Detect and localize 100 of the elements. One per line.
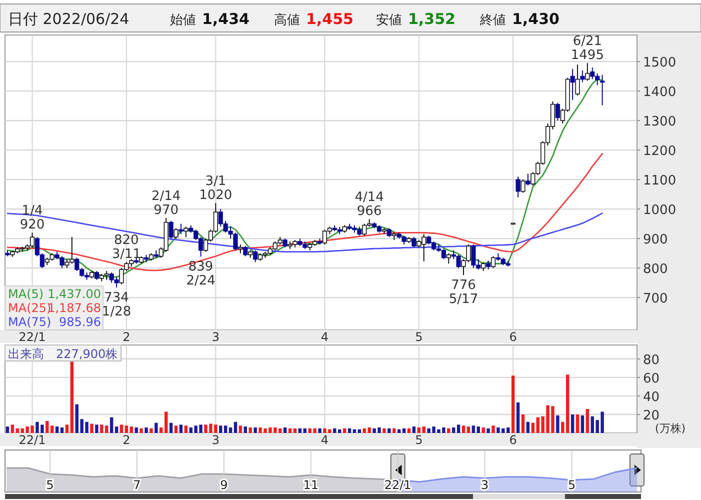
- bar: [95, 424, 98, 433]
- bar: [476, 426, 480, 433]
- bar: [566, 374, 570, 433]
- bar: [576, 414, 580, 433]
- x-tick-label: 5: [415, 433, 423, 447]
- bar: [586, 408, 590, 433]
- annotation: 4/14 966: [354, 190, 384, 220]
- text: 終値: [479, 13, 506, 28]
- bar: [110, 417, 114, 433]
- x-tick-label: 2: [122, 330, 130, 344]
- bar: [342, 428, 346, 433]
- bar: [402, 428, 406, 433]
- x-tick-label: 22/1: [384, 478, 412, 492]
- x-tick-label: 9: [220, 478, 228, 492]
- annotation: 985.96: [59, 315, 101, 329]
- bar: [407, 428, 411, 433]
- bar: [472, 426, 476, 433]
- annotation: 839 2/24: [186, 260, 216, 289]
- y-tick-label: 900: [643, 232, 668, 248]
- bar: [382, 428, 386, 433]
- bar: [184, 426, 188, 433]
- bar: [140, 428, 143, 433]
- bar: [492, 426, 495, 433]
- y-tick-label: 60: [643, 371, 660, 386]
- bar: [580, 415, 584, 433]
- y-tick-label: 1000: [643, 203, 676, 218]
- bar: [228, 427, 232, 433]
- y-tick-label: 800: [643, 262, 668, 278]
- y-tick-label: 20: [643, 408, 660, 424]
- bar: [486, 428, 490, 433]
- bar: [114, 426, 118, 433]
- x-tick-label: 5: [46, 478, 54, 492]
- bar: [169, 422, 173, 433]
- line-series: [6, 152, 603, 272]
- bar: [561, 422, 564, 433]
- annotation: 3/1 1020: [199, 174, 232, 204]
- bar: [388, 428, 391, 433]
- text: 始値: [170, 13, 196, 28]
- x-tick-label: 4: [320, 433, 329, 447]
- y-tick-label: 40: [643, 390, 660, 405]
- chart-title: 日付 2022/06/24: [8, 10, 130, 28]
- bar: [224, 426, 228, 433]
- bar: [120, 424, 124, 433]
- bar: [531, 422, 535, 433]
- text: 安値: [376, 12, 402, 28]
- bar: [456, 424, 460, 433]
- bar: [254, 427, 257, 433]
- bar: [348, 428, 352, 433]
- annotation: 2/14 970: [151, 188, 181, 218]
- x-tick-label: 6: [509, 433, 517, 447]
- bar: [90, 424, 94, 433]
- bar: [60, 427, 64, 433]
- y-tick-label: 1500: [643, 56, 676, 71]
- y-axis-title: (万株): [655, 422, 686, 435]
- text: 1,352: [408, 10, 456, 28]
- x-tick-label: 5: [568, 478, 576, 492]
- x-tick-label: 5: [415, 330, 423, 344]
- annotation: 6/21 1495: [570, 34, 604, 64]
- annotation: 734 1/28: [102, 290, 132, 320]
- x-tick-label: 2: [122, 433, 130, 447]
- x-tick-label: 7: [133, 478, 141, 492]
- bar: [318, 428, 322, 433]
- x-tick-label: 11: [303, 478, 319, 492]
- x-tick-label: 22/1: [18, 433, 46, 447]
- bar: [160, 427, 163, 433]
- bar: [283, 427, 287, 433]
- annotation: 1,187.68: [48, 301, 101, 315]
- bar: [130, 426, 133, 433]
- bar: [422, 426, 426, 433]
- annotation: 1,437.00: [48, 287, 101, 301]
- x-tick-label: 6: [509, 330, 517, 344]
- bar: [144, 427, 148, 433]
- annotation: 出来高 227,900株: [8, 347, 118, 361]
- y-tick-label: 1100: [643, 174, 676, 189]
- bar: [124, 426, 128, 433]
- text: 1,434: [202, 10, 250, 28]
- bar: [452, 427, 456, 433]
- bar: [55, 426, 59, 433]
- bar: [516, 402, 520, 433]
- bar: [6, 426, 10, 433]
- bar: [65, 424, 69, 433]
- bar: [570, 414, 574, 433]
- bar: [70, 362, 74, 433]
- bar: [447, 428, 450, 433]
- bar: [521, 414, 525, 433]
- bar: [556, 415, 560, 433]
- x-tick-label: 22/1: [18, 330, 46, 344]
- y-tick-label: 1200: [643, 144, 676, 160]
- bar: [333, 428, 336, 433]
- bar: [10, 424, 14, 433]
- text: 高値: [274, 12, 300, 28]
- text: 1,430: [512, 10, 560, 28]
- bar: [392, 428, 396, 433]
- x-tick-label: 3: [212, 330, 220, 344]
- x-tick-label: 3: [480, 478, 489, 492]
- x-tick-label: 4: [320, 330, 329, 344]
- bar: [526, 422, 530, 433]
- bar: [244, 426, 248, 433]
- y-tick-label: 1300: [643, 114, 676, 130]
- bar: [417, 427, 420, 433]
